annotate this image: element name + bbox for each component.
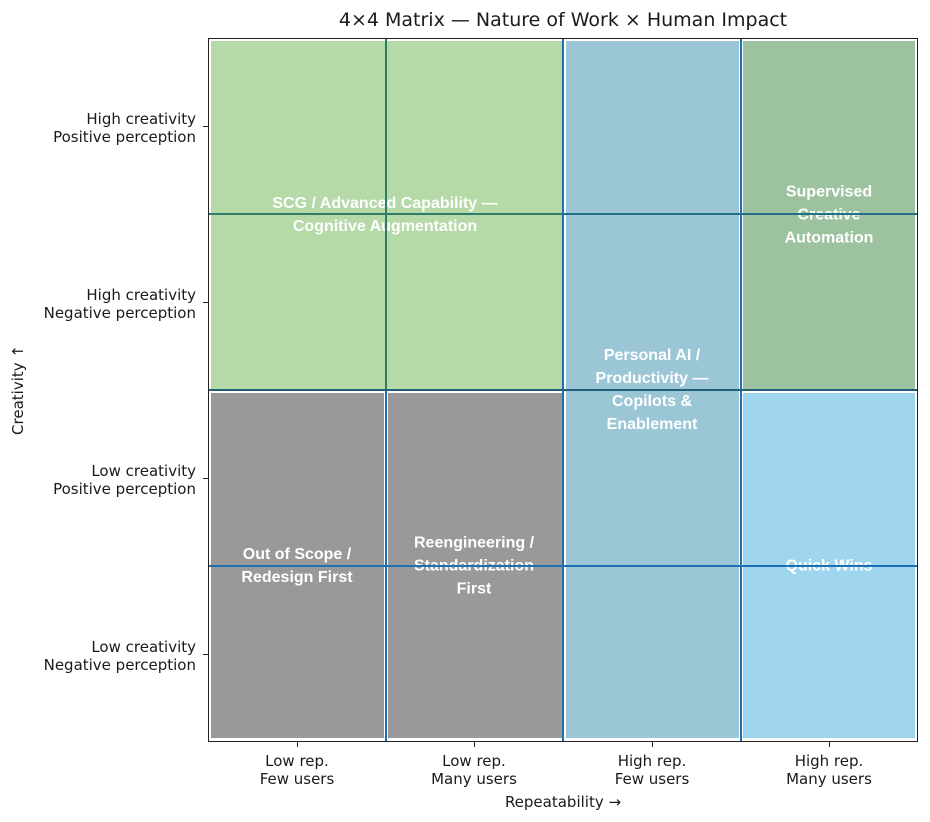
y-tick	[203, 654, 208, 655]
y-tick-label: Low creativity Positive perception	[53, 462, 196, 498]
x-tick-label: High rep. Few users	[614, 752, 690, 788]
y-tick-label: High creativity Negative perception	[43, 286, 196, 322]
gridline-h1	[209, 213, 562, 215]
gridline-h2	[209, 389, 917, 391]
y-tick	[203, 126, 208, 127]
gridline-h3	[209, 565, 917, 567]
label-personal-ai: Personal AI / Productivity — Copilots & …	[595, 347, 709, 433]
x-tick	[652, 742, 653, 747]
x-tick-label: High rep. Many users	[786, 752, 872, 788]
label-supervised: Supervised Creative Automation	[784, 183, 874, 247]
gridline-v1	[385, 39, 387, 391]
label-out-of-scope: Out of Scope / Redesign First	[241, 546, 353, 586]
y-tick-label: High creativity Positive perception	[53, 110, 196, 146]
x-tick	[829, 742, 830, 747]
x-axis-label: Repeatability →	[504, 793, 622, 811]
x-tick-label: Low rep. Many users	[431, 752, 517, 788]
x-tick	[474, 742, 475, 747]
label-reengineering: Reengineering / Standardization First	[413, 534, 535, 598]
label-scg: SCG / Advanced Capability — Cognitive Au…	[272, 195, 498, 235]
y-tick-label: Low creativity Negative perception	[43, 638, 196, 674]
y-tick	[203, 302, 208, 303]
y-tick	[203, 478, 208, 479]
chart-title: 4×4 Matrix — Nature of Work × Human Impa…	[338, 9, 788, 31]
y-axis-label: Creativity ↑	[9, 345, 27, 435]
x-tick-label: Low rep. Few users	[259, 752, 335, 788]
plot-area: SCG / Advanced Capability — Cognitive Au…	[208, 38, 918, 742]
gridline-h1b	[564, 213, 917, 215]
x-tick	[297, 742, 298, 747]
